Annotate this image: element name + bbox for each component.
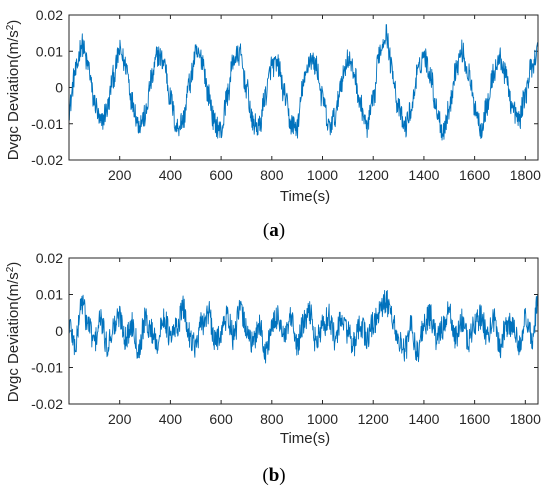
y-tick-label: 0.01 — [36, 43, 63, 59]
y-axis-label: Dvgc Deviation(m/s2) — [5, 20, 23, 161]
x-tick-label: 200 — [108, 411, 132, 427]
x-tick-label: 400 — [159, 167, 183, 183]
x-axis-label: Time(s) — [280, 430, 330, 447]
y-axis-label: Dvgc Deviation(m/s2) — [5, 262, 23, 403]
x-tick-labels: 200 400 600 800 1000 1200 1400 1600 1800 — [108, 167, 541, 183]
tick-marks — [69, 14, 538, 161]
y-tick-label: -0.02 — [31, 152, 63, 168]
dvgc-deviation-line — [68, 24, 539, 141]
x-tick-label: 1000 — [307, 411, 338, 427]
x-tick-label: 1200 — [358, 167, 389, 183]
x-tick-label: 1400 — [408, 167, 439, 183]
x-tick-label: 1400 — [408, 411, 439, 427]
x-tick-label: 1800 — [510, 167, 541, 183]
y-tick-label: -0.02 — [31, 396, 63, 412]
x-tick-label: 600 — [209, 411, 233, 427]
panel-caption-a: (a) — [263, 220, 285, 241]
dvgc-deviation-line — [68, 289, 539, 364]
x-tick-label: 1000 — [307, 167, 338, 183]
y-tick-label: 0.02 — [36, 7, 63, 23]
x-axis-label: Time(s) — [280, 188, 330, 205]
y-tick-label: 0 — [55, 80, 63, 96]
y-tick-label: 0.02 — [36, 250, 63, 266]
y-tick-label: 0 — [55, 323, 63, 339]
panel-caption-b: (b) — [262, 465, 285, 486]
chart-panel-a: Dvgc Deviation(m/s2) -0.02 -0.01 0 0.01 0.02… — [5, 7, 542, 241]
y-tick-label: -0.01 — [31, 116, 63, 132]
chart-panel-b: Dvgc Deviation(m/s2) -0.02 -0.01 0 0.01 0.02… — [5, 250, 542, 486]
x-tick-label: 400 — [159, 411, 183, 427]
x-tick-label: 600 — [209, 167, 233, 183]
x-tick-label: 200 — [108, 167, 132, 183]
y-tick-label: -0.01 — [31, 360, 63, 376]
axes-box — [68, 257, 539, 405]
y-tick-label: 0.01 — [36, 287, 63, 303]
x-tick-label: 800 — [260, 411, 284, 427]
y-tick-labels: -0.02 -0.01 0 0.01 0.02 — [31, 7, 63, 168]
x-tick-label: 1800 — [510, 411, 541, 427]
x-tick-labels: 200 400 600 800 1000 1200 1400 1600 1800 — [108, 411, 541, 427]
x-tick-label: 800 — [260, 167, 284, 183]
x-tick-label: 1600 — [459, 411, 490, 427]
axes-box — [68, 14, 539, 161]
x-tick-label: 1200 — [358, 411, 389, 427]
y-tick-labels: -0.02 -0.01 0 0.01 0.02 — [31, 250, 63, 412]
x-tick-label: 1600 — [459, 167, 490, 183]
